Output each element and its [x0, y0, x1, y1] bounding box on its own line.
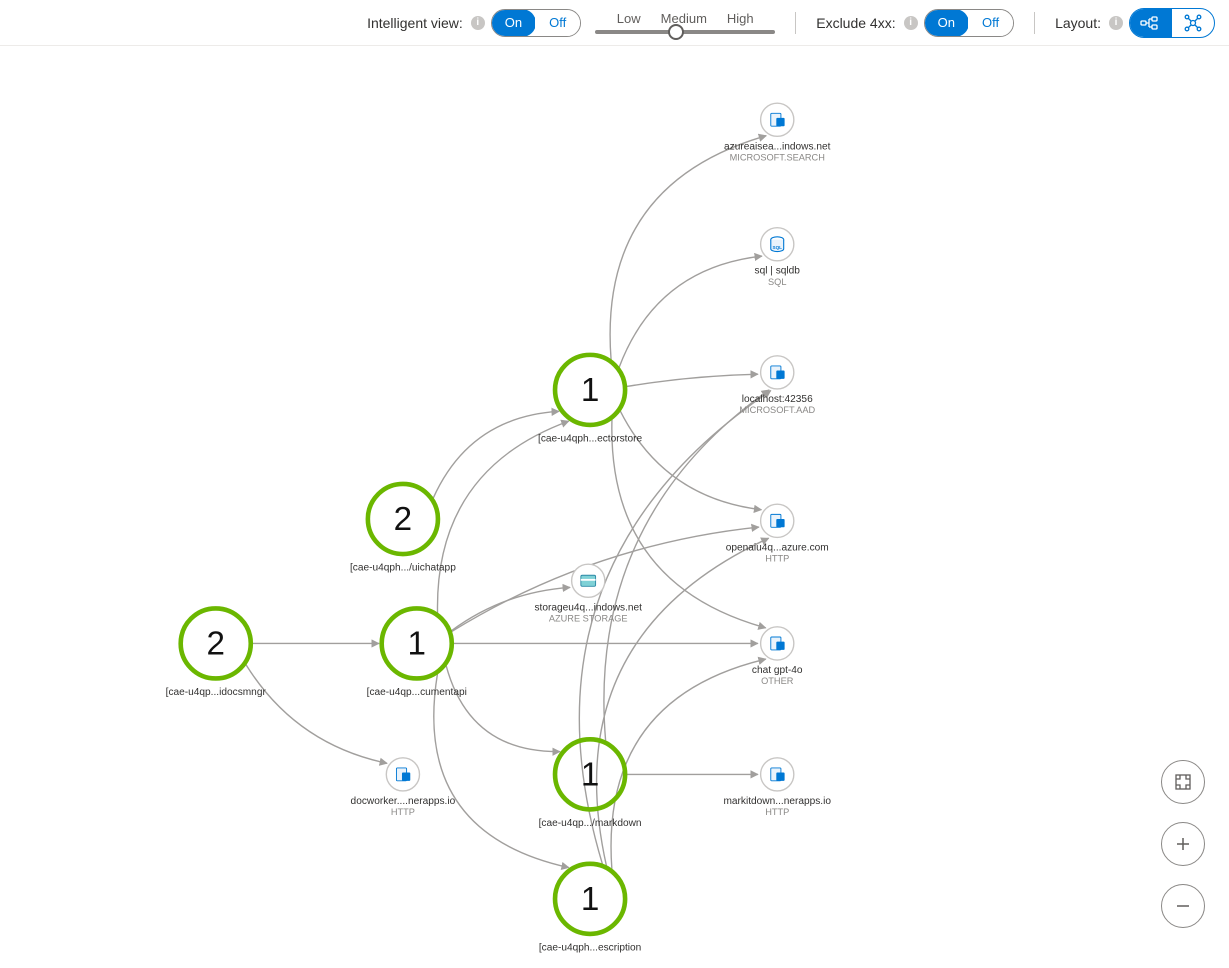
svg-text:localhost:42356: localhost:42356 — [742, 394, 813, 405]
svg-text:storageu4q...indows.net: storageu4q...indows.net — [534, 602, 642, 613]
sql-icon: SQL — [771, 237, 784, 252]
svg-text:2: 2 — [207, 626, 225, 663]
zoom-out-button[interactable] — [1161, 884, 1205, 928]
exclude-4xx-label: Exclude 4xx: — [816, 15, 895, 31]
toolbar-divider — [795, 12, 796, 34]
svg-text:SQL: SQL — [772, 245, 782, 250]
dependency-node[interactable]: markitdown...nerapps.ioHTTP — [723, 758, 831, 817]
zoom-controls — [1161, 760, 1205, 928]
slider-label-high: High — [727, 11, 754, 26]
intelligent-view-toggle[interactable]: On Off — [491, 9, 581, 37]
sensitivity-slider[interactable]: Low Medium High — [595, 11, 775, 34]
svg-text:HTTP: HTTP — [765, 807, 789, 817]
dependency-node[interactable]: localhost:42356MICROSOFT.AAD — [739, 356, 815, 415]
dependency-edge[interactable] — [627, 374, 758, 386]
svg-text:[cae-u4qp...cumentapi: [cae-u4qp...cumentapi — [367, 687, 467, 698]
svg-text:openaiu4q...azure.com: openaiu4q...azure.com — [726, 542, 829, 553]
storage-icon — [581, 575, 596, 586]
zoom-in-button[interactable] — [1161, 822, 1205, 866]
dependency-edge[interactable] — [433, 411, 559, 498]
slider-labels: Low Medium High — [617, 11, 754, 26]
svg-text:1: 1 — [581, 881, 599, 918]
fit-to-screen-button[interactable] — [1161, 760, 1205, 804]
app-node[interactable]: 2 [cae-u4qph.../uichatapp — [350, 484, 456, 574]
app-node[interactable]: 2 [cae-u4qp...idocsmngr — [166, 608, 267, 698]
intelligent-view-group: Intelligent view: i On Off — [367, 9, 581, 37]
svg-text:docworker....nerapps.io: docworker....nerapps.io — [351, 796, 456, 807]
dependency-node[interactable]: storageu4q...indows.netAZURE STORAGE — [534, 564, 642, 623]
app-node[interactable]: 1 [cae-u4qph...ectorstore — [538, 355, 642, 445]
dependency-node[interactable]: docworker....nerapps.ioHTTP — [351, 758, 456, 817]
app-node[interactable]: 1 [cae-u4qph...escription — [539, 864, 641, 954]
layout-toggle[interactable] — [1129, 8, 1215, 38]
svg-text:2: 2 — [394, 501, 412, 538]
info-icon[interactable]: i — [1109, 16, 1123, 30]
svg-text:[cae-u4qph.../uichatapp: [cae-u4qph.../uichatapp — [350, 563, 456, 574]
layout-group: Layout: i — [1055, 8, 1215, 38]
dependency-node[interactable]: openaiu4q...azure.comHTTP — [726, 504, 829, 563]
dependency-edge[interactable] — [610, 136, 766, 360]
toggle-off[interactable]: Off — [968, 10, 1013, 36]
svg-text:[cae-u4qp.../markdown: [cae-u4qp.../markdown — [539, 818, 642, 829]
dependency-edge[interactable] — [434, 674, 569, 868]
toolbar-divider — [1034, 12, 1035, 34]
svg-text:azureaisea...indows.net: azureaisea...indows.net — [724, 141, 831, 152]
slider-thumb[interactable] — [668, 24, 684, 40]
toggle-off[interactable]: Off — [535, 10, 580, 36]
dependency-edge[interactable] — [446, 666, 560, 752]
svg-text:markitdown...nerapps.io: markitdown...nerapps.io — [723, 796, 831, 807]
svg-text:OTHER: OTHER — [761, 676, 794, 686]
intelligent-view-label: Intelligent view: — [367, 15, 463, 31]
svg-text:[cae-u4qp...idocsmngr: [cae-u4qp...idocsmngr — [166, 687, 267, 698]
toggle-on[interactable]: On — [491, 9, 536, 37]
dependency-node[interactable]: SQL sql | sqldbSQL — [755, 228, 801, 287]
dependency-edge[interactable] — [579, 391, 770, 864]
dependency-node[interactable]: chat gpt-4oOTHER — [752, 627, 803, 686]
info-icon[interactable]: i — [471, 16, 485, 30]
svg-text:HTTP: HTTP — [391, 807, 415, 817]
toolbar: Intelligent view: i On Off Low Medium Hi… — [0, 0, 1229, 46]
svg-text:SQL: SQL — [768, 277, 786, 287]
svg-text:HTTP: HTTP — [765, 553, 789, 563]
layout-label: Layout: — [1055, 15, 1101, 31]
slider-label-medium: Medium — [661, 11, 707, 26]
info-icon[interactable]: i — [904, 16, 918, 30]
svg-text:1: 1 — [581, 756, 599, 793]
application-map-canvas[interactable]: 2 [cae-u4qp...idocsmngr 2 [cae-u4qph.../uic… — [0, 46, 1229, 968]
exclude-4xx-group: Exclude 4xx: i On Off — [816, 9, 1014, 37]
dependency-edge[interactable] — [246, 665, 387, 764]
dependency-node[interactable]: azureaisea...indows.netMICROSOFT.SEARCH — [724, 103, 831, 162]
dependency-graph[interactable]: 2 [cae-u4qp...idocsmngr 2 [cae-u4qph.../uic… — [0, 46, 1229, 968]
svg-text:chat gpt-4o: chat gpt-4o — [752, 665, 803, 676]
dependency-edge[interactable] — [437, 421, 568, 613]
svg-text:MICROSOFT.SEARCH: MICROSOFT.SEARCH — [730, 152, 825, 162]
exclude-4xx-toggle[interactable]: On Off — [924, 9, 1014, 37]
svg-text:MICROSOFT.AAD: MICROSOFT.AAD — [739, 405, 815, 415]
layout-hierarchical-icon[interactable] — [1130, 9, 1172, 37]
svg-text:1: 1 — [581, 372, 599, 409]
svg-text:[cae-u4qph...escription: [cae-u4qph...escription — [539, 942, 641, 953]
dependency-edge[interactable] — [619, 256, 762, 367]
svg-text:[cae-u4qph...ectorstore: [cae-u4qph...ectorstore — [538, 434, 642, 445]
svg-text:sql | sqldb: sql | sqldb — [755, 266, 801, 277]
toggle-on[interactable]: On — [924, 9, 969, 37]
svg-text:1: 1 — [407, 626, 425, 663]
layout-radial-icon[interactable] — [1172, 9, 1214, 37]
slider-track[interactable] — [595, 30, 775, 34]
dependency-edge[interactable] — [597, 538, 769, 866]
slider-label-low: Low — [617, 11, 641, 26]
dependency-edge[interactable] — [611, 659, 766, 869]
svg-text:AZURE STORAGE: AZURE STORAGE — [549, 613, 628, 623]
